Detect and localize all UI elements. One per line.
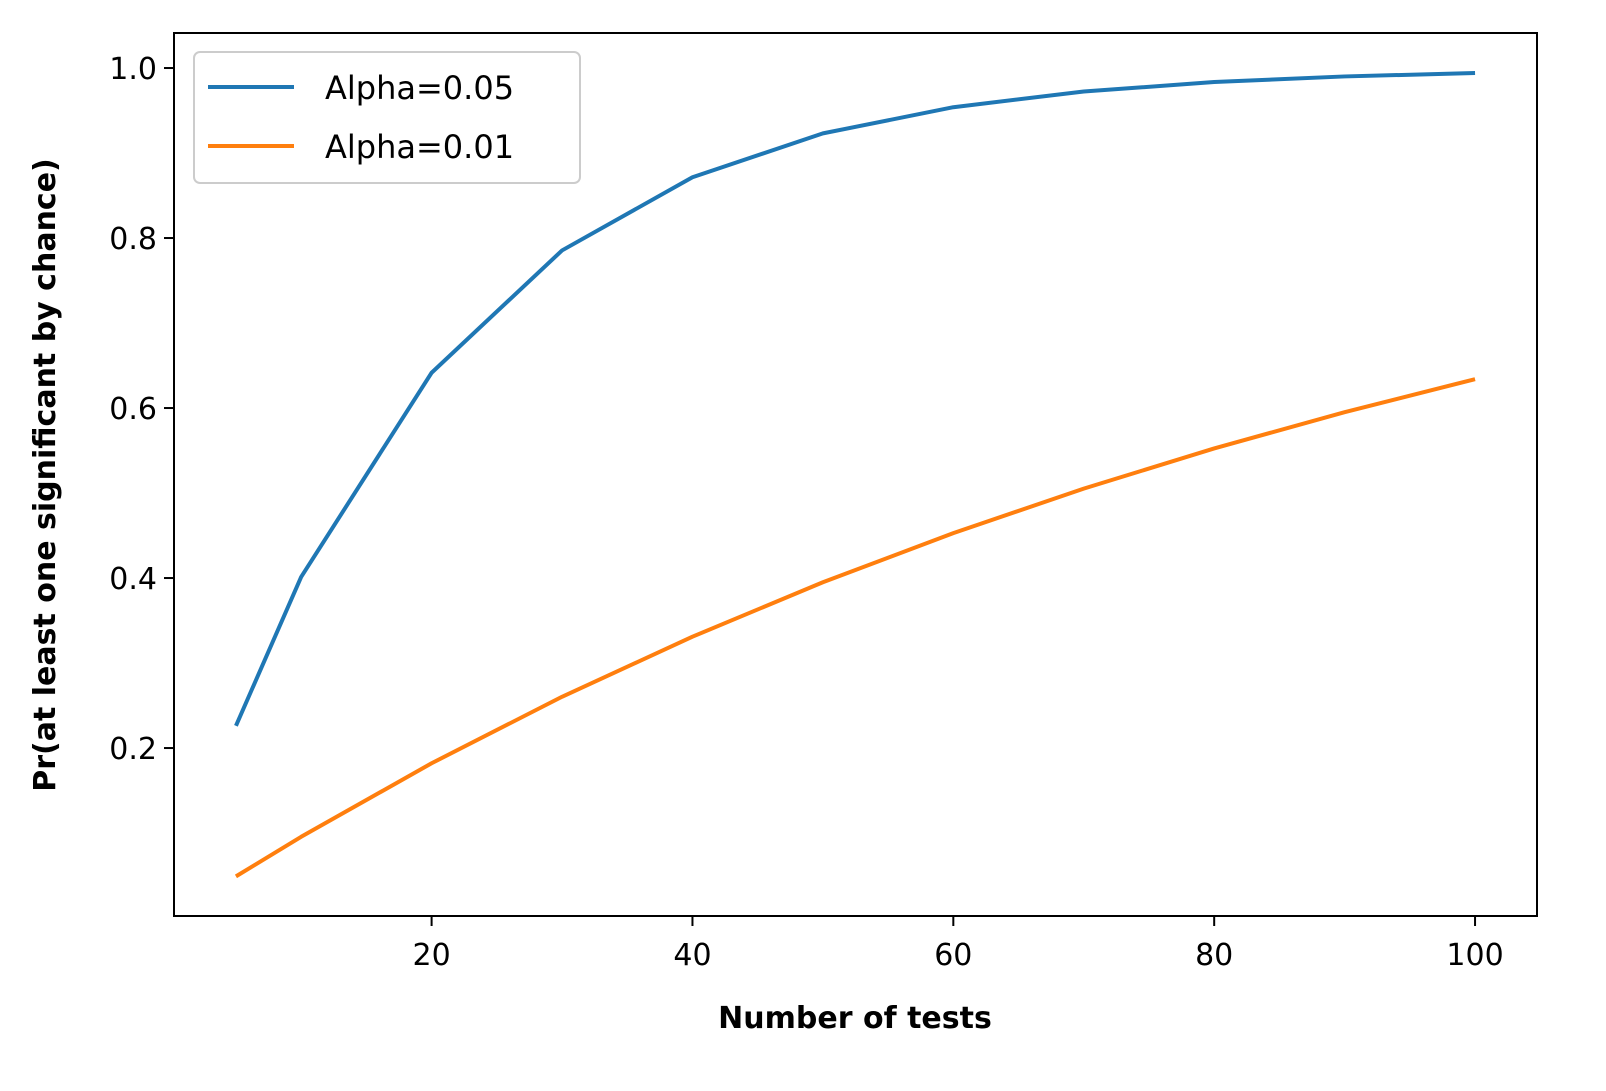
- x-tick-label: 100: [1446, 938, 1503, 973]
- y-axis-label: Pr(at least one significant by chance): [28, 158, 63, 792]
- x-tick-label: 40: [673, 938, 711, 973]
- plot-frame: [173, 32, 1538, 917]
- y-tick-label: 1.0: [109, 52, 157, 87]
- y-tick-label: 0.8: [109, 222, 157, 257]
- series-line-alpha-005: [234, 71, 1476, 727]
- y-tick-label: 0.4: [109, 562, 157, 597]
- y-tick-label: 0.6: [109, 392, 157, 427]
- x-axis-label: Number of tests: [718, 1001, 992, 1036]
- series-line-alpha-001: [234, 377, 1476, 879]
- x-tick-label: 80: [1195, 938, 1233, 973]
- x-axis-ticks: 20 40 60 80 100: [413, 916, 1504, 973]
- series-lines: [234, 71, 1476, 879]
- legend: Alpha=0.05 Alpha=0.01: [193, 51, 581, 184]
- x-tick-label: 60: [934, 938, 972, 973]
- x-tick-label: 20: [413, 938, 451, 973]
- legend-label-alpha-005: Alpha=0.05: [325, 69, 514, 107]
- y-axis-ticks: 0.2 0.4 0.6 0.8 1.0: [109, 52, 174, 767]
- legend-box: [193, 51, 581, 184]
- y-tick-label: 0.2: [109, 732, 157, 767]
- legend-label-alpha-001: Alpha=0.01: [325, 128, 514, 166]
